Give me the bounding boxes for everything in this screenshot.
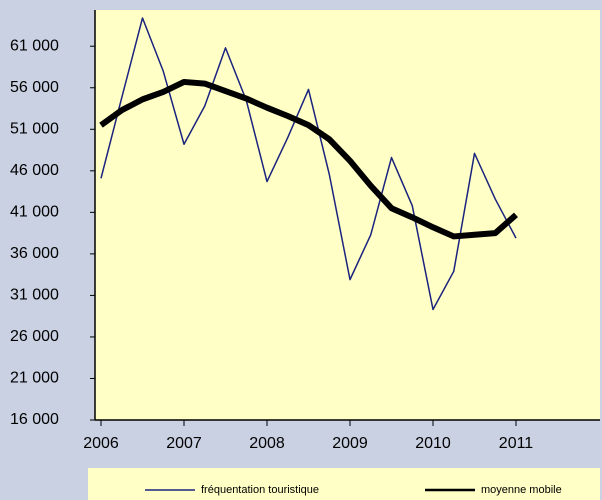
x-tick-label: 2008	[249, 435, 285, 452]
legend-label: fréquentation touristique	[201, 484, 319, 496]
y-tick-label: 51 000	[10, 121, 59, 138]
y-tick-label: 61 000	[10, 37, 59, 54]
x-tick-label: 2007	[166, 435, 202, 452]
y-tick-label: 46 000	[10, 162, 59, 179]
legend-box	[88, 468, 600, 500]
y-tick-label: 36 000	[10, 245, 59, 262]
series-line	[99, 78, 518, 240]
y-tick-label: 56 000	[10, 79, 59, 96]
y-tick-label: 21 000	[10, 370, 59, 387]
series-line	[100, 17, 517, 311]
y-tick-label: 26 000	[10, 328, 59, 345]
y-tick-label: 16 000	[10, 411, 59, 428]
x-tick-label: 2009	[332, 435, 368, 452]
y-tick-label: 31 000	[10, 287, 59, 304]
y-tick-label: 41 000	[10, 204, 59, 221]
x-tick-label: 2006	[83, 435, 119, 452]
x-tick-label: 2011	[499, 435, 534, 452]
plot-area	[95, 10, 600, 420]
x-tick-label: 2010	[415, 435, 451, 452]
legend-label: moyenne mobile	[481, 484, 562, 496]
